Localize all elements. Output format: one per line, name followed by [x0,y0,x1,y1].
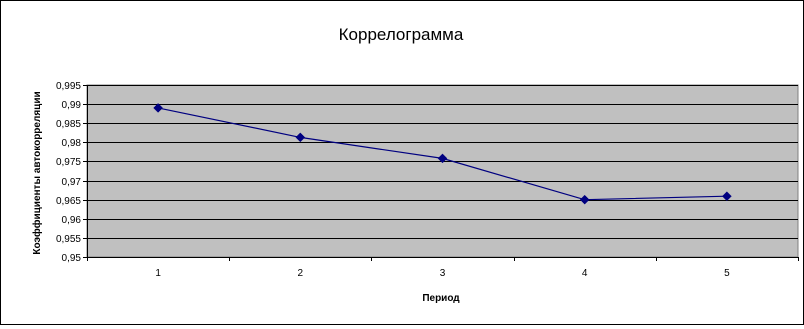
y-tick-label: 0,98 [62,138,82,149]
x-tick-label: 3 [440,268,446,279]
x-tick-label: 4 [582,268,588,279]
y-tick-label: 0,95 [62,253,82,264]
plot-area: 0,95 0,955 0,96 0,965 0,97 0,975 0,98 0,985 0,99… [56,81,799,279]
plot-background [86,84,799,258]
data-point-marker [722,191,732,202]
data-point-marker [437,153,448,164]
y-tick-label: 0,995 [56,81,81,92]
chart-title: Коррелограмма [339,25,464,44]
x-axis-label: Период [422,293,460,304]
x-tick-label: 5 [724,268,730,279]
data-point-marker [153,103,163,113]
correlogram-chart: Коррелограмма 0,95 0,955 0,96 0,965 0,97 0,97… [31,25,799,304]
y-tick-label: 0,99 [62,100,82,111]
data-point-marker [579,194,590,205]
y-tick-label: 0,985 [56,119,81,130]
data-point-marker [295,132,306,143]
y-tick-label: 0,975 [56,157,81,168]
y-tick-label: 0,965 [56,196,81,207]
y-tick-label: 0,97 [62,177,82,188]
x-tick-label: 1 [155,268,161,279]
x-tick-label: 2 [298,268,304,279]
y-tick-label: 0,96 [62,215,82,226]
y-tick-label: 0,955 [56,234,81,245]
y-axis-label: Коэффициенты автокорреляции [31,91,43,254]
